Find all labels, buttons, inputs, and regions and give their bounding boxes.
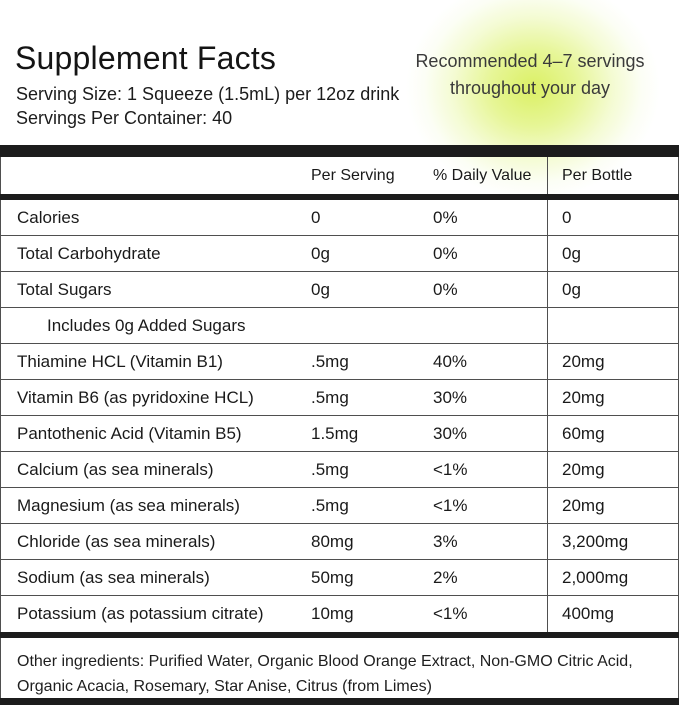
row-per-serving-value: .5mg	[311, 459, 349, 479]
row-nutrient-name: Calories	[17, 207, 80, 227]
row-per-bottle-value: 0	[547, 200, 679, 235]
row-per-serving-value: .5mg	[311, 387, 349, 407]
row-per-serving-value: .5mg	[311, 351, 349, 371]
table-row: Total Carbohydrate 0g 0% 0g	[1, 236, 678, 272]
row-per-serving-value: 10mg	[311, 604, 354, 623]
row-daily-value: 30%	[433, 423, 468, 443]
row-per-bottle-value: 20mg	[547, 488, 679, 523]
row-per-bottle-value: 60mg	[547, 416, 679, 451]
table-header-row: Per Serving % Daily Value Per Bottle	[1, 157, 678, 194]
table-row: Chloride (as sea minerals) 80mg 3% 3,200…	[1, 524, 678, 560]
row-per-bottle-value: 20mg	[547, 344, 679, 379]
row-nutrient-name: Vitamin B6 (as pyridoxine HCL)	[17, 387, 254, 407]
row-per-bottle-value: 0g	[547, 272, 679, 307]
row-daily-value: 30%	[433, 387, 468, 407]
facts-table-body: Calories 0 0% 0 Total Carbohydrate 0g 0%…	[1, 200, 678, 632]
table-row: Sodium (as sea minerals) 50mg 2% 2,000mg	[1, 560, 678, 596]
row-nutrient-name: Pantothenic Acid (Vitamin B5)	[17, 423, 242, 443]
table-row: Vitamin B6 (as pyridoxine HCL) .5mg 30% …	[1, 380, 678, 416]
table-row: Calcium (as sea minerals) .5mg <1% 20mg	[1, 452, 678, 488]
row-nutrient-name: Includes 0g Added Sugars	[47, 315, 246, 335]
row-daily-value: <1%	[433, 604, 468, 623]
row-nutrient-name: Sodium (as sea minerals)	[17, 567, 210, 587]
serving-info: Serving Size: 1 Squeeze (1.5mL) per 12oz…	[16, 82, 399, 130]
row-per-bottle-value: 20mg	[547, 452, 679, 487]
page-title: Supplement Facts	[15, 40, 277, 76]
table-footer-separator-bar	[0, 632, 679, 638]
column-header-per-bottle: Per Bottle	[547, 157, 679, 194]
table-row: Pantothenic Acid (Vitamin B5) 1.5mg 30% …	[1, 416, 678, 452]
row-nutrient-name: Total Sugars	[17, 279, 112, 299]
row-daily-value: <1%	[433, 495, 468, 515]
row-per-serving-value: 0g	[311, 243, 330, 263]
table-row: Total Sugars 0g 0% 0g	[1, 272, 678, 308]
row-daily-value: 40%	[433, 351, 468, 371]
table-row: Potassium (as potassium citrate) 10mg <1…	[1, 596, 678, 632]
other-ingredients-text: Other ingredients: Purified Water, Organ…	[17, 653, 633, 695]
facts-table: Per Serving % Daily Value Per Bottle Cal…	[0, 145, 679, 705]
servings-per-container-text: Servings Per Container: 40	[16, 108, 233, 128]
row-per-serving-value: 0g	[311, 279, 330, 299]
table-row: Magnesium (as sea minerals) .5mg <1% 20m…	[1, 488, 678, 524]
row-nutrient-name: Total Carbohydrate	[17, 243, 161, 263]
row-daily-value: 0%	[433, 243, 458, 263]
recommendation-badge: Recommended 4–7 servings throughout your…	[392, 48, 668, 102]
table-bottom-bar	[0, 698, 679, 705]
row-daily-value: 0%	[433, 279, 458, 299]
row-per-bottle-value: 400mg	[547, 596, 679, 632]
row-per-bottle-value: 2,000mg	[547, 560, 679, 595]
row-daily-value: 0%	[433, 207, 458, 227]
row-nutrient-name: Thiamine HCL (Vitamin B1)	[17, 351, 223, 371]
row-per-serving-value: 50mg	[311, 567, 354, 587]
row-daily-value: <1%	[433, 459, 468, 479]
column-header-daily-value: % Daily Value	[433, 166, 532, 184]
row-per-bottle-value	[547, 308, 679, 343]
row-nutrient-name: Chloride (as sea minerals)	[17, 531, 216, 551]
row-per-bottle-value: 20mg	[547, 380, 679, 415]
row-daily-value: 3%	[433, 531, 458, 551]
table-row: Thiamine HCL (Vitamin B1) .5mg 40% 20mg	[1, 344, 678, 380]
label-header: Supplement Facts Serving Size: 1 Squeeze…	[0, 0, 679, 145]
table-header-separator-bar	[0, 194, 679, 200]
serving-size-text: Serving Size: 1 Squeeze (1.5mL) per 12oz…	[16, 84, 400, 104]
table-row: Calories 0 0% 0	[1, 200, 678, 236]
recommendation-glow	[378, 0, 679, 224]
row-per-bottle-value: 0g	[547, 236, 679, 271]
table-row: Includes 0g Added Sugars	[1, 308, 678, 344]
row-per-serving-value: 80mg	[311, 531, 354, 551]
row-nutrient-name: Potassium (as potassium citrate)	[17, 604, 264, 623]
row-daily-value: 2%	[433, 567, 458, 587]
table-top-bar	[0, 145, 679, 157]
row-per-serving-value: 1.5mg	[311, 423, 359, 443]
recommendation-line-1: Recommended 4–7 servings	[415, 51, 645, 71]
row-per-serving-value: 0	[311, 207, 321, 227]
recommendation-line-2: throughout your day	[449, 78, 611, 98]
row-per-serving-value: .5mg	[311, 495, 349, 515]
column-header-per-serving: Per Serving	[311, 166, 395, 184]
row-nutrient-name: Calcium (as sea minerals)	[17, 459, 214, 479]
row-per-bottle-value: 3,200mg	[547, 524, 679, 559]
row-nutrient-name: Magnesium (as sea minerals)	[17, 495, 240, 515]
